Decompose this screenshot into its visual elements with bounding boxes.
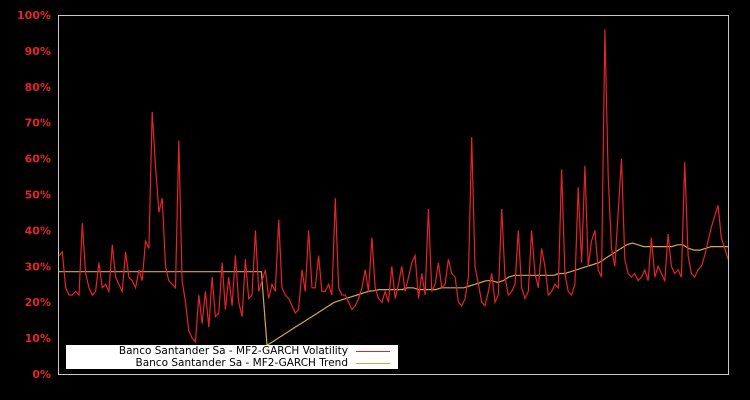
y-tick-label: 50%	[25, 189, 51, 202]
volatility-series-line	[58, 29, 729, 344]
legend-item-volatility: Banco Santander Sa - MF2-GARCH Volatilit…	[119, 345, 398, 357]
y-tick-label: 70%	[25, 117, 51, 130]
y-tick-label: 30%	[25, 260, 51, 273]
y-tick-label: 60%	[25, 153, 51, 166]
y-tick-label: 100%	[17, 9, 51, 22]
plot-frame	[58, 15, 729, 375]
legend-label: Banco Santander Sa - MF2-GARCH Volatilit…	[118, 345, 348, 357]
y-tick-label: 90%	[25, 45, 51, 58]
chart-legend: Banco Santander Sa - MF2-GARCH Volatilit…	[66, 345, 398, 369]
y-tick-label: 40%	[25, 224, 51, 237]
y-axis-ticks: 0% 10% 20% 30% 40% 50% 60% 70% 80% 90% 100%	[17, 9, 51, 381]
legend-item-trend: Banco Santander Sa - MF2-GARCH Trend	[136, 357, 398, 369]
y-tick-label: 10%	[25, 332, 51, 345]
legend-label: Banco Santander Sa - MF2-GARCH Trend	[135, 357, 348, 369]
y-tick-label: 20%	[25, 296, 51, 309]
legend-swatch-volatility	[356, 350, 390, 352]
y-tick-label: 80%	[25, 81, 51, 94]
y-tick-label: 0%	[32, 368, 51, 381]
legend-swatch-trend	[356, 362, 390, 364]
trend-series-line	[59, 242, 728, 347]
plot-area	[58, 29, 729, 347]
